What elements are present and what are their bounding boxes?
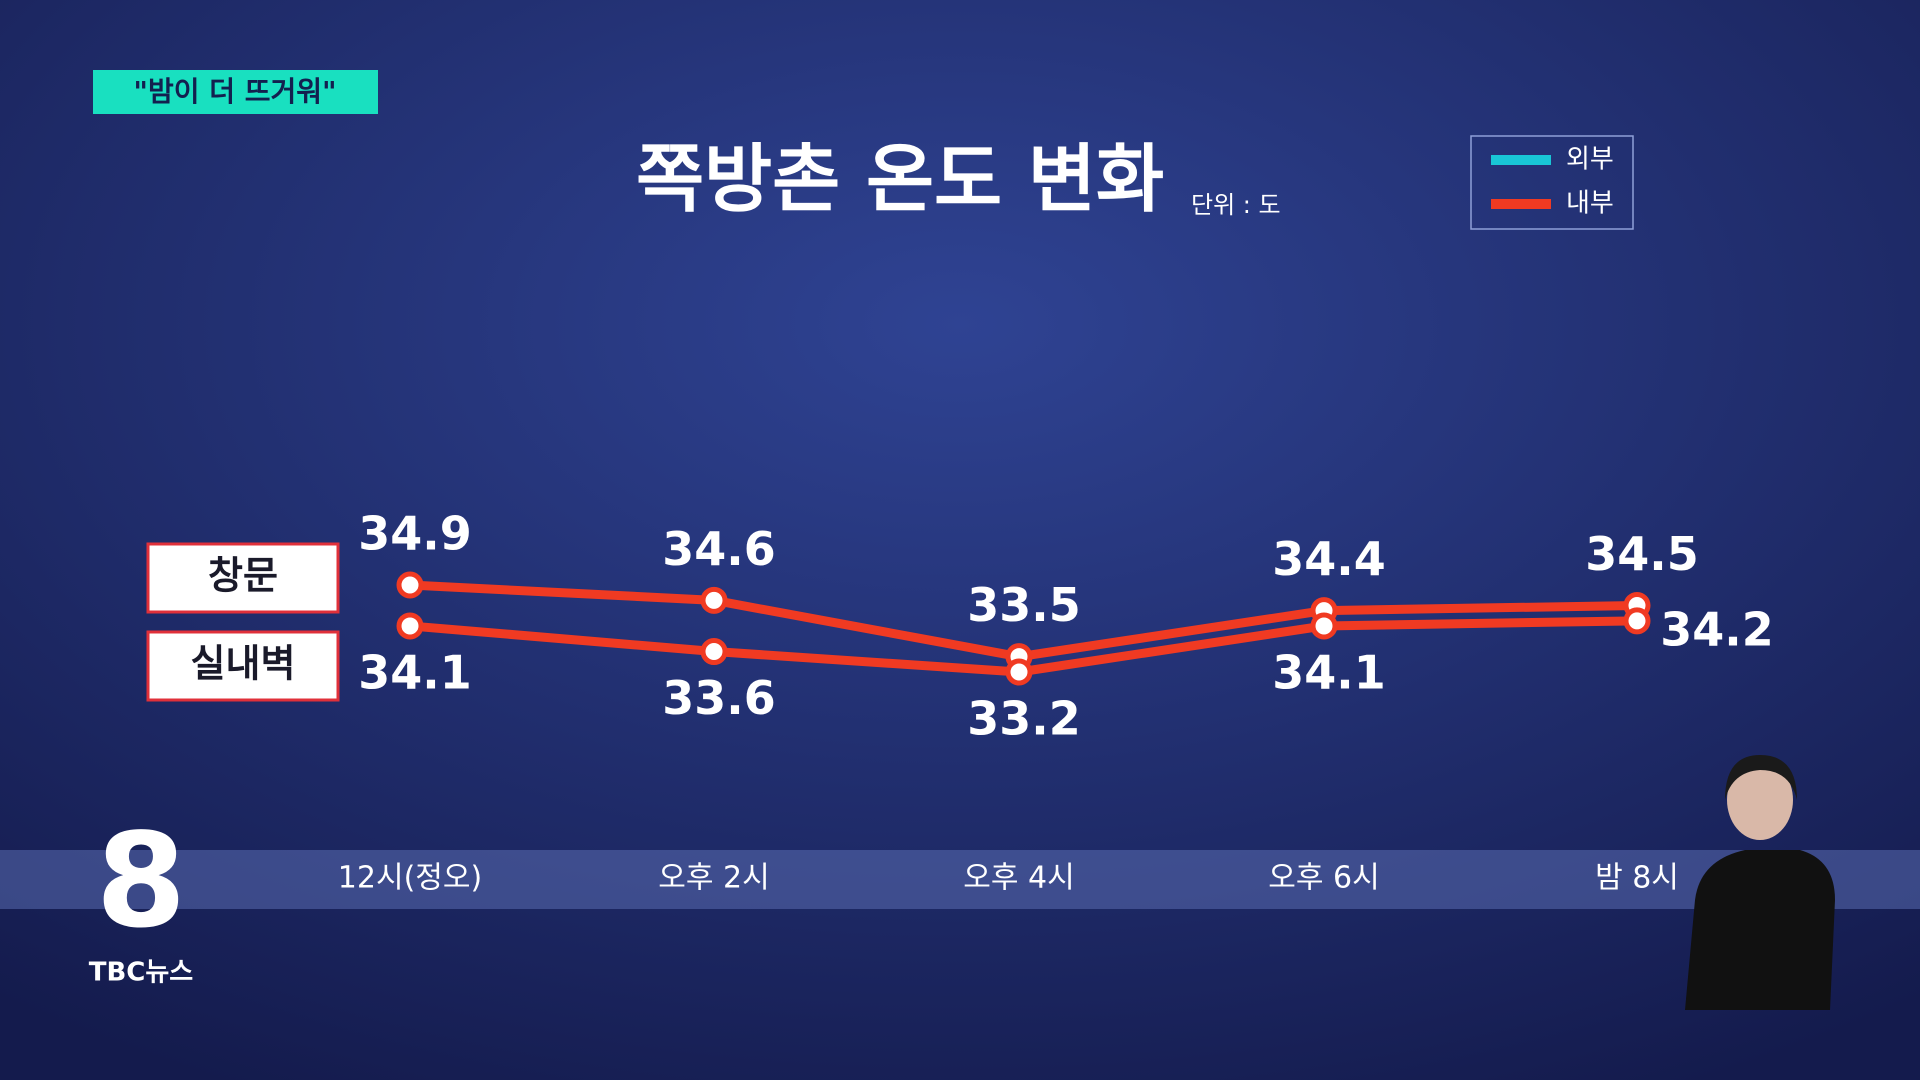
point: [700, 638, 728, 666]
value-label: 34.9: [358, 507, 472, 561]
legend-swatch: [1491, 199, 1551, 209]
value-label: 33.5: [967, 578, 1081, 632]
point: [1623, 607, 1651, 635]
point: [1310, 612, 1338, 640]
chart-title: 쪽방촌 온도 변화: [636, 137, 1164, 223]
x-tick-label: 밤 8시: [1595, 861, 1679, 896]
point: [396, 571, 424, 599]
point: [1005, 658, 1033, 686]
legend-label: 외부: [1566, 145, 1614, 175]
value-label: 34.4: [1272, 532, 1386, 586]
interpreter-face: [1727, 760, 1793, 840]
series-label: 창문: [208, 554, 278, 598]
series-label: 실내벽: [191, 642, 296, 686]
x-tick-label: 오후 4시: [963, 861, 1074, 896]
logo-name: TBC뉴스: [89, 958, 194, 988]
value-label: 33.6: [662, 671, 776, 725]
legend-label: 내부: [1566, 189, 1614, 219]
legend-swatch: [1491, 155, 1551, 165]
point: [700, 586, 728, 614]
interpreter-hair: [1725, 755, 1797, 800]
logo-mark: 8: [96, 805, 186, 957]
unit: 단위 : 도: [1191, 191, 1281, 219]
x-tick-label: 오후 2시: [658, 861, 769, 896]
tag: "밤이 더 뜨거워": [133, 75, 336, 108]
x-tick-label: 오후 6시: [1268, 861, 1379, 896]
value-label: 34.2: [1660, 602, 1774, 656]
interpreter: [1685, 755, 1835, 1010]
tag-box: [93, 70, 378, 114]
value-label: 34.1: [1272, 645, 1386, 699]
x-tick-label: 12시(정오): [338, 861, 482, 896]
axis-band: [0, 850, 1920, 909]
series-label-box: [146, 542, 340, 614]
series-label-box: [146, 630, 340, 702]
value-label: 33.2: [967, 692, 1081, 746]
value-label: 34.5: [1585, 527, 1699, 581]
value-label: 34.6: [662, 522, 776, 576]
value-label: 34.1: [358, 645, 472, 699]
legend-box: [1470, 135, 1634, 230]
interpreter-body: [1685, 850, 1835, 1010]
point: [396, 612, 424, 640]
